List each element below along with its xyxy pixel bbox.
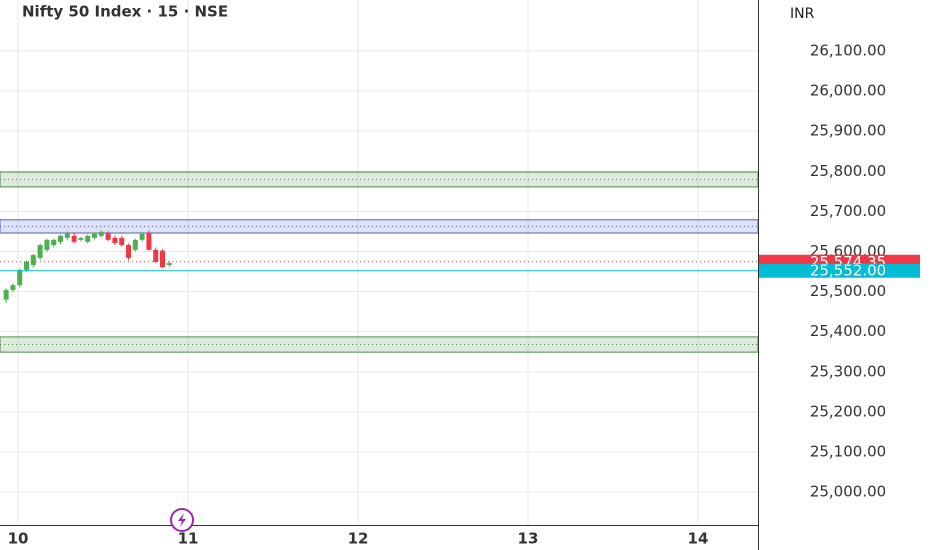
candle-body: [51, 239, 57, 246]
y-tick-label: 25,700.00: [810, 202, 886, 220]
candle-body: [37, 245, 43, 258]
y-tick-label: 25,900.00: [810, 122, 886, 140]
candle-body: [17, 269, 23, 286]
currency-label: INR: [790, 6, 815, 22]
candle-body: [132, 239, 138, 250]
candle-body: [98, 231, 104, 236]
y-tick-label: 25,200.00: [810, 402, 886, 420]
y-tick-label: 26,100.00: [810, 41, 886, 59]
candle-body: [78, 237, 84, 240]
candle-body: [92, 233, 98, 238]
candle-body: [71, 235, 77, 242]
y-tick-label: 25,300.00: [810, 362, 886, 380]
candle-body: [126, 245, 132, 258]
candle-body: [119, 237, 125, 246]
candle-body: [58, 235, 64, 242]
y-tick-label: 25,000.00: [810, 483, 886, 501]
x-tick-label: 14: [688, 530, 709, 548]
candle-body: [153, 249, 159, 262]
candle-body: [10, 285, 16, 290]
y-tick-label: 25,400.00: [810, 322, 886, 340]
candle-body: [146, 233, 152, 250]
candle-body: [105, 233, 111, 240]
chart-title: Nifty 50 Index · 15 · NSE: [22, 3, 228, 21]
candle-body: [139, 233, 145, 240]
candle-body: [3, 289, 9, 300]
y-tick-label: 25,100.00: [810, 443, 886, 461]
x-tick-label: 11: [178, 530, 199, 548]
candle-body: [166, 263, 172, 266]
y-tick-label: 26,000.00: [810, 82, 886, 100]
candle-body: [85, 235, 91, 242]
candle-body: [44, 239, 50, 250]
candle-body: [24, 261, 30, 270]
y-tick-label: 25,800.00: [810, 162, 886, 180]
y-tick-label: 25,500.00: [810, 282, 886, 300]
candle-body: [30, 255, 36, 266]
candle-body: [160, 250, 166, 268]
event-icon-bolt: [178, 513, 186, 527]
price-label-box: [759, 263, 920, 278]
x-tick-label: 10: [8, 530, 29, 548]
price-label: 25,552.00: [810, 262, 886, 280]
x-tick-label: 12: [348, 530, 369, 548]
plot-area: [0, 0, 759, 525]
candle-body: [112, 237, 118, 244]
candle-body: [64, 233, 70, 238]
x-tick-label: 13: [518, 530, 539, 548]
